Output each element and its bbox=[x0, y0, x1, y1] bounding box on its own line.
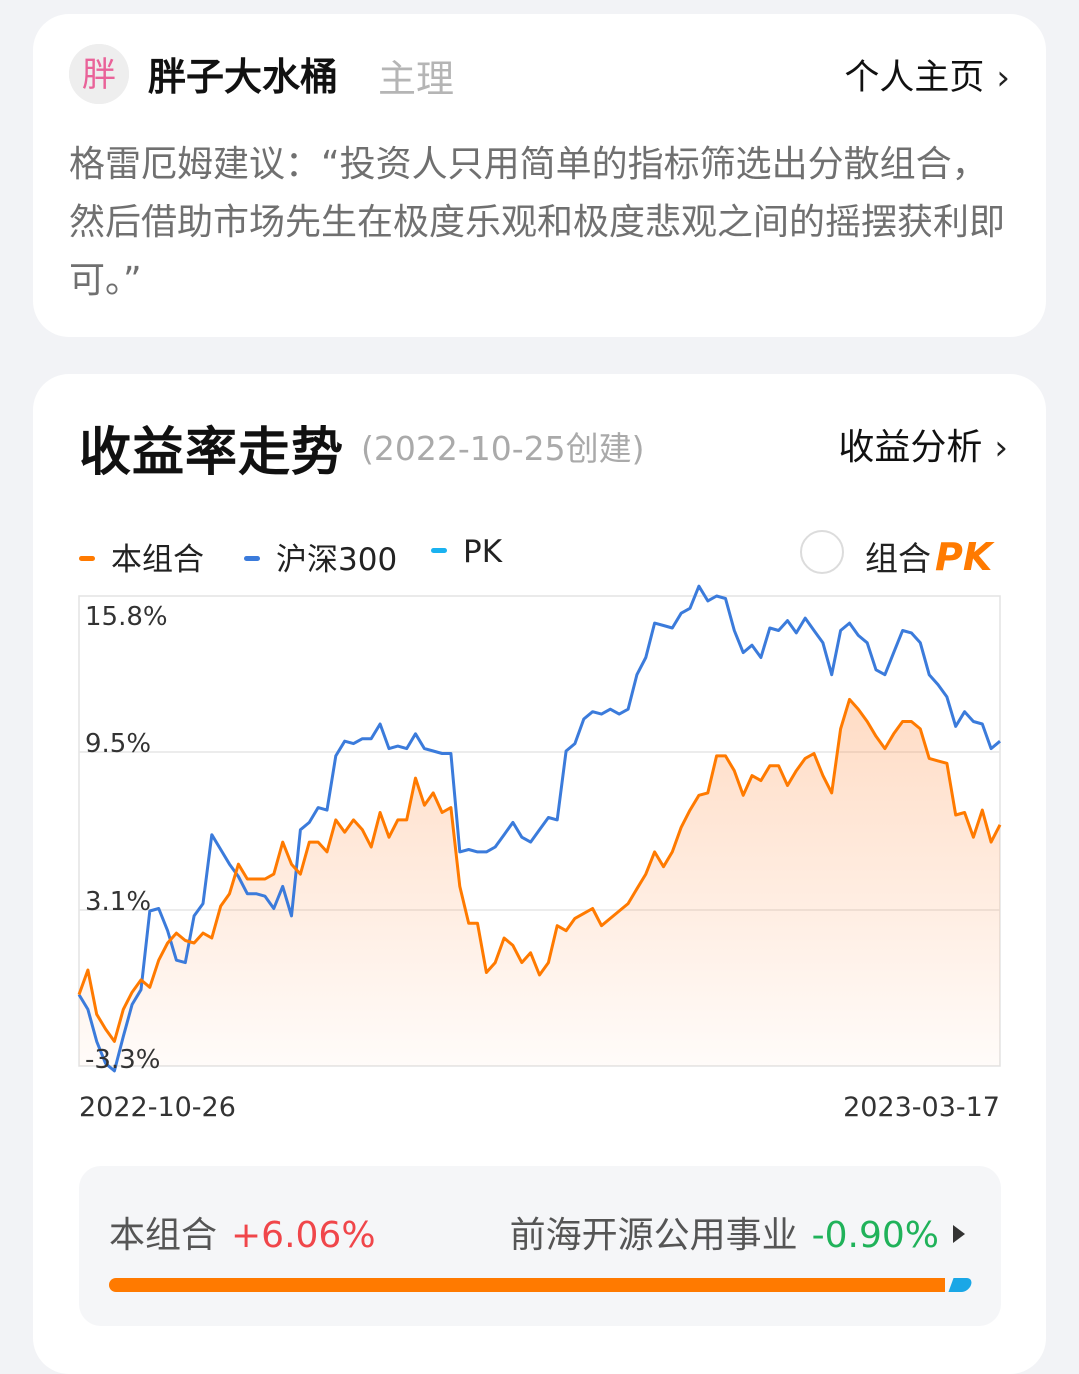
legend-dash-icon bbox=[79, 556, 95, 561]
legend-csi300-label: 沪深300 bbox=[276, 542, 398, 578]
author-card: 胖 胖子大水桶 主理 个人主页 › 格雷厄姆建议：“投资人只用简单的指标筛选出分散… bbox=[33, 14, 1046, 337]
portfolio-area bbox=[79, 699, 1000, 1066]
y-tick-label: 15.8% bbox=[85, 602, 168, 632]
author-role-badge: 主理 bbox=[378, 57, 455, 101]
comparison-bar-left bbox=[109, 1278, 945, 1292]
comparison-left-label: 本组合 bbox=[109, 1215, 218, 1256]
csi300-line bbox=[77, 584, 1001, 1073]
author-quote: 格雷厄姆建议：“投资人只用简单的指标筛选出分散组合，然后借助市场先生在极度乐观和… bbox=[69, 144, 1006, 301]
comparison-bar-right bbox=[948, 1278, 974, 1292]
play-arrow-icon bbox=[953, 1225, 965, 1243]
legend-csi300: 沪深300 bbox=[244, 534, 397, 579]
y-tick-label: 9.5% bbox=[85, 729, 151, 759]
returns-card: 收益率走势 (2022-10-25创建) 收益分析 › 本组合 沪深300 PK … bbox=[33, 374, 1046, 1374]
avatar-glyph: 胖 bbox=[82, 55, 116, 95]
legend-dash-icon bbox=[431, 548, 447, 553]
comparison-right-value: -0.90% bbox=[811, 1215, 939, 1256]
y-tick-label: -3.3% bbox=[85, 1045, 160, 1075]
author-name[interactable]: 胖子大水桶 bbox=[148, 55, 339, 99]
pk-toggle-label[interactable]: 组合 PK bbox=[865, 532, 992, 580]
comparison-left: 本组合 +6.06% bbox=[109, 1206, 376, 1258]
chevron-right-icon: › bbox=[996, 58, 1010, 98]
avatar-image: 胖 bbox=[69, 44, 129, 104]
legend-portfolio-label: 本组合 bbox=[111, 542, 204, 578]
profile-link[interactable]: 个人主页 › bbox=[844, 49, 1010, 100]
comparison-right[interactable]: 前海开源公用事业 -0.90% bbox=[510, 1206, 965, 1258]
y-tick-label: 3.1% bbox=[85, 887, 151, 917]
avatar[interactable]: 胖 bbox=[69, 44, 129, 104]
x-axis-start-date: 2022-10-26 bbox=[79, 1092, 236, 1123]
legend-pk: PK bbox=[431, 534, 502, 570]
comparison-bar bbox=[109, 1278, 974, 1292]
legend-dash-icon bbox=[244, 556, 260, 561]
section-title: 收益率走势 bbox=[79, 423, 345, 483]
returns-analysis-label: 收益分析 bbox=[838, 427, 983, 468]
portfolio-line bbox=[77, 697, 1002, 1043]
legend-portfolio: 本组合 bbox=[79, 534, 204, 579]
pk-logo: PK bbox=[935, 535, 993, 579]
returns-chart: 15.8% 9.5% 3.1% -3.3% bbox=[77, 584, 1002, 1075]
created-date: (2022-10-25创建) bbox=[361, 429, 645, 468]
profile-link-label: 个人主页 bbox=[844, 58, 985, 98]
returns-analysis-link[interactable]: 收益分析 › bbox=[838, 418, 1008, 470]
comparison-right-label: 前海开源公用事业 bbox=[509, 1215, 798, 1256]
legend-pk-label: PK bbox=[463, 534, 503, 570]
pk-toggle-radio[interactable] bbox=[800, 530, 844, 574]
pk-toggle-text: 组合 bbox=[865, 539, 931, 578]
x-axis-end-date: 2023-03-17 bbox=[843, 1092, 1000, 1123]
chevron-right-icon: › bbox=[994, 428, 1008, 468]
comparison-left-value: +6.06% bbox=[231, 1215, 376, 1256]
pk-comparison-panel[interactable]: 本组合 +6.06% 前海开源公用事业 -0.90% bbox=[79, 1166, 1001, 1326]
